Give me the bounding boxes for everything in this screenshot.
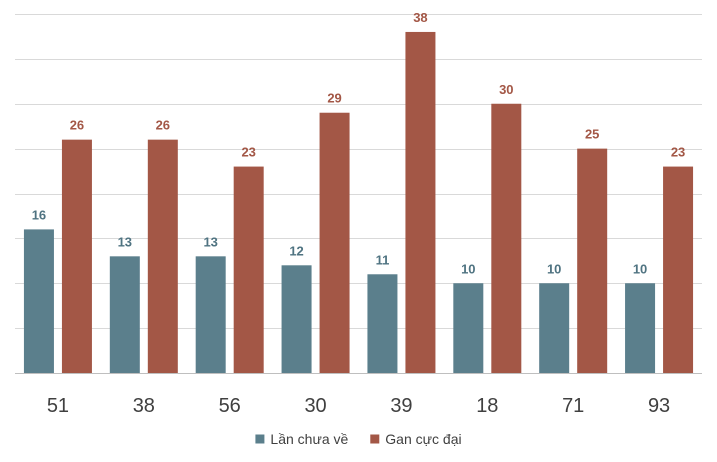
bar-gan-cuc-dai-51 <box>61 139 92 373</box>
bar-lan-chua-ve-18 <box>453 283 484 373</box>
x-axis-tick-labels: 51 38 56 30 39 18 71 93 <box>47 395 670 417</box>
bar-lan-chua-ve-56 <box>195 256 226 373</box>
bar-lan-chua-ve-39 <box>367 274 398 373</box>
x-tick-label: 71 <box>562 395 584 417</box>
data-label-lan-chua-ve-93: 10 <box>633 261 647 276</box>
data-label-gan-cuc-dai-51: 26 <box>70 118 84 133</box>
bar-gan-cuc-dai-56 <box>233 166 264 373</box>
legend-swatch <box>370 434 380 444</box>
bar-gan-cuc-dai-38 <box>147 139 178 373</box>
data-label-lan-chua-ve-38: 13 <box>118 234 132 249</box>
legend: Lần chưa về Gan cực đại <box>255 431 462 447</box>
data-label-gan-cuc-dai-93: 23 <box>671 145 685 160</box>
bar-gan-cuc-dai-18 <box>491 103 522 373</box>
legend-item-lan-chua-ve: Lần chưa về <box>255 431 348 447</box>
bar-lan-chua-ve-93 <box>625 283 656 373</box>
bar-gan-cuc-dai-93 <box>663 166 694 373</box>
data-labels: 16 26 13 26 13 23 12 29 11 38 10 30 10 25 10 23 <box>32 10 686 276</box>
legend-swatch <box>255 434 265 444</box>
bar-gan-cuc-dai-71 <box>577 148 608 373</box>
x-tick-label: 39 <box>390 395 412 417</box>
data-label-gan-cuc-dai-18: 30 <box>499 82 513 97</box>
bar-gan-cuc-dai-39 <box>405 31 436 373</box>
data-label-lan-chua-ve-30: 12 <box>289 243 303 258</box>
legend-item-gan-cuc-dai: Gan cực đại <box>370 431 462 447</box>
x-tick-label: 93 <box>648 395 670 417</box>
data-label-lan-chua-ve-18: 10 <box>461 261 475 276</box>
data-label-lan-chua-ve-71: 10 <box>547 261 561 276</box>
bar-lan-chua-ve-71 <box>539 283 570 373</box>
bar-gan-cuc-dai-30 <box>319 112 350 373</box>
x-tick-label: 30 <box>304 395 326 417</box>
x-tick-label: 51 <box>47 395 69 417</box>
data-label-gan-cuc-dai-38: 26 <box>156 118 170 133</box>
data-label-gan-cuc-dai-56: 23 <box>241 145 255 160</box>
data-label-lan-chua-ve-39: 11 <box>376 252 390 267</box>
data-label-gan-cuc-dai-39: 38 <box>413 10 427 25</box>
x-tick-label: 18 <box>476 395 498 417</box>
legend-label: Lần chưa về <box>270 431 348 447</box>
bars <box>23 31 694 373</box>
data-label-gan-cuc-dai-71: 25 <box>585 127 599 142</box>
data-label-gan-cuc-dai-30: 29 <box>327 91 341 106</box>
bar-lan-chua-ve-38 <box>109 256 140 373</box>
data-label-lan-chua-ve-51: 16 <box>32 207 46 222</box>
bar-lan-chua-ve-30 <box>281 265 312 373</box>
data-label-lan-chua-ve-56: 13 <box>203 234 217 249</box>
legend-label: Gan cực đại <box>385 431 461 447</box>
bar-lan-chua-ve-51 <box>23 229 54 373</box>
x-tick-label: 56 <box>219 395 241 417</box>
x-tick-label: 38 <box>133 395 155 417</box>
